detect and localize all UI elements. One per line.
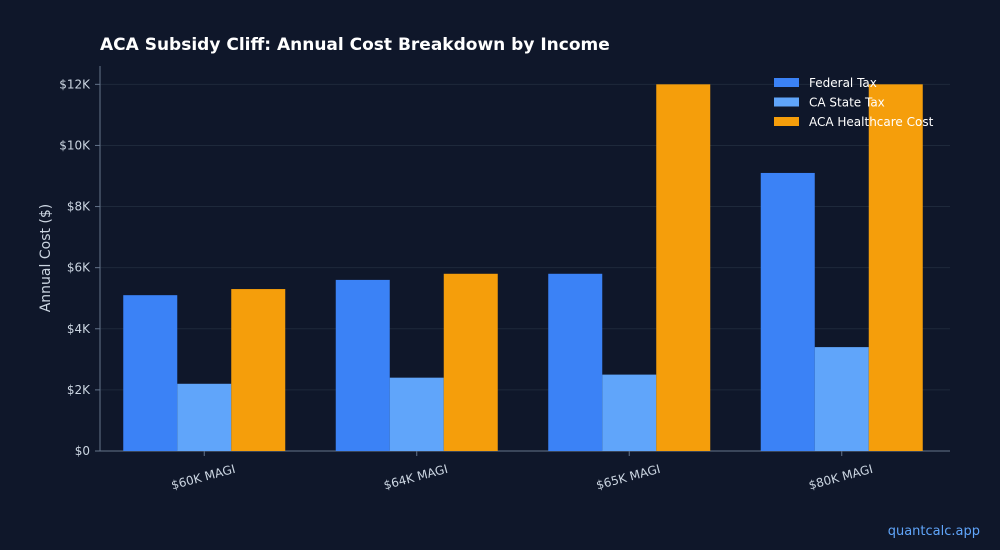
legend-swatch xyxy=(774,97,799,107)
y-tick-label: $10K xyxy=(59,138,91,152)
grid-lines xyxy=(100,83,950,391)
chart-title: ACA Subsidy Cliff: Annual Cost Breakdown… xyxy=(100,35,610,55)
bar xyxy=(389,377,444,451)
y-axis-label: Annual Cost ($) xyxy=(38,204,54,313)
y-tick-label: $2K xyxy=(67,383,91,397)
y-tick-label: $0 xyxy=(75,444,90,458)
x-tick-label: $60K MAGI xyxy=(170,462,237,493)
x-tick-label: $65K MAGI xyxy=(595,462,662,493)
bar xyxy=(656,84,711,451)
x-tick-label: $64K MAGI xyxy=(382,462,449,493)
bar xyxy=(548,273,603,451)
y-tick-label: $8K xyxy=(67,200,91,214)
bar xyxy=(602,374,657,451)
bar xyxy=(868,84,923,451)
bar xyxy=(177,383,232,451)
bars xyxy=(123,84,923,451)
x-tick-label: $80K MAGI xyxy=(807,462,874,493)
y-tick-label: $12K xyxy=(59,77,91,91)
bar xyxy=(335,279,390,451)
legend: Federal Tax CA State Tax ACA Healthcare Co… xyxy=(774,76,934,129)
legend-swatch xyxy=(774,117,799,126)
legend-label: ACA Healthcare Cost xyxy=(809,115,934,129)
y-tick-label: $4K xyxy=(67,322,91,336)
watermark: quantcalc.app xyxy=(887,524,980,539)
legend-label: CA State Tax xyxy=(809,96,885,110)
bar xyxy=(443,273,498,451)
bar xyxy=(814,347,869,451)
bar xyxy=(123,295,178,451)
y-tick-label: $6K xyxy=(67,261,91,275)
legend-label: Federal Tax xyxy=(809,76,877,90)
bar xyxy=(760,172,815,451)
bar xyxy=(231,289,286,451)
legend-swatch xyxy=(774,78,799,87)
